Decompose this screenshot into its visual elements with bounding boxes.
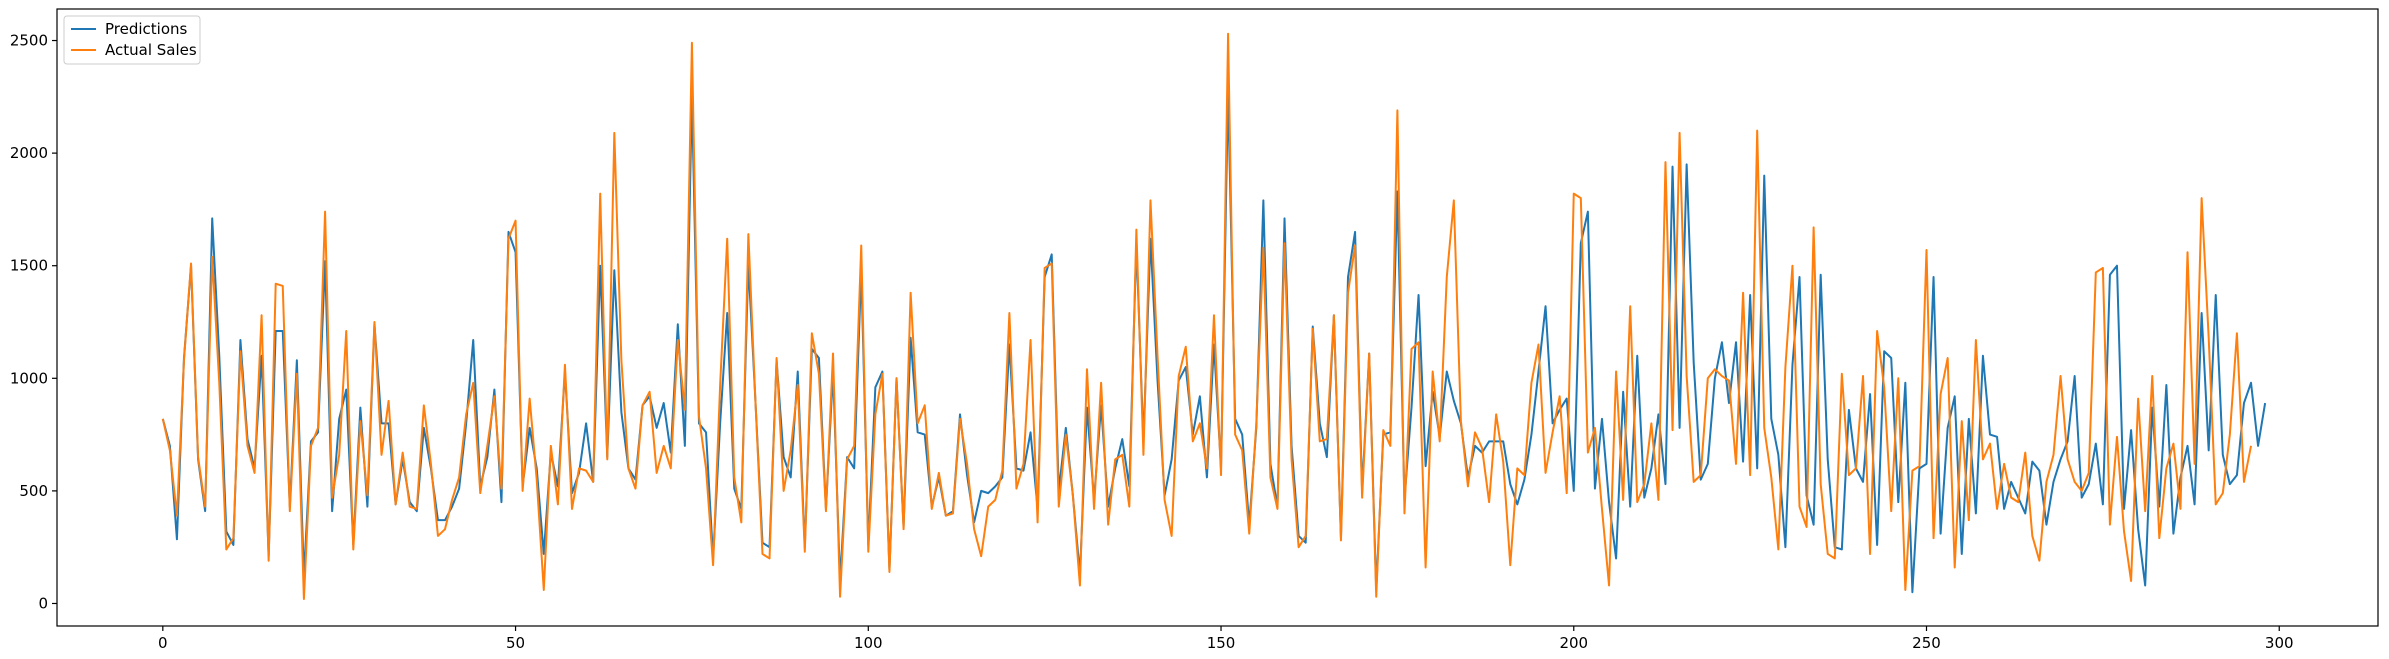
legend-label: Predictions [105, 20, 188, 38]
axes-frame [56, 8, 2379, 627]
y-axis-ticks: 0 500 1000 1500 2000 2500 [10, 32, 57, 612]
x-tick-label: 250 [1912, 634, 1941, 652]
x-tick-label: 200 [1559, 634, 1588, 652]
series-line-predictions [161, 89, 2267, 594]
series-line-actual-sales [161, 32, 2253, 600]
legend-box [63, 15, 201, 65]
y-tick-label: 0 [38, 594, 48, 612]
legend: Predictions Actual Sales [63, 15, 201, 65]
x-tick-label: 50 [506, 634, 525, 652]
legend-label: Actual Sales [105, 41, 197, 59]
x-tick-label: 0 [158, 634, 168, 652]
series-layer [161, 32, 2267, 600]
x-tick-label: 300 [2265, 634, 2294, 652]
x-tick-label: 150 [1207, 634, 1236, 652]
y-tick-label: 1500 [10, 257, 48, 275]
x-axis-ticks: 0 50 100 150 200 250 300 [158, 626, 2294, 652]
y-tick-label: 2000 [10, 144, 48, 162]
x-tick-label: 100 [854, 634, 883, 652]
y-tick-label: 500 [19, 482, 48, 500]
y-tick-label: 1000 [10, 369, 48, 387]
y-tick-label: 2500 [10, 32, 48, 50]
